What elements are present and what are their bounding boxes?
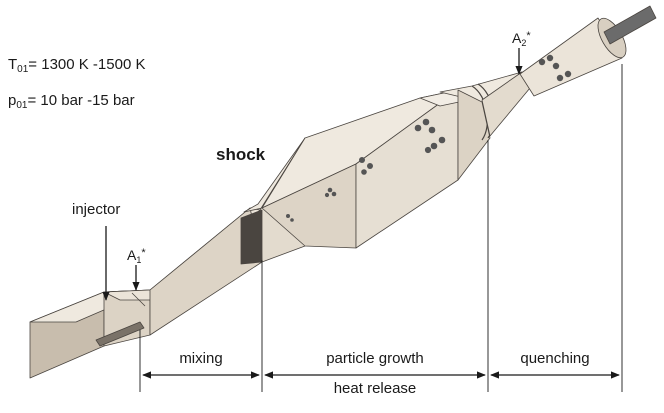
- zone-mixing-label: mixing: [179, 350, 222, 367]
- zone-growth-label: particle growth: [326, 350, 424, 367]
- reactor-body: [29, 5, 657, 379]
- zone-heat-release-label: heat release: [334, 380, 417, 397]
- temperature-condition: T01= 1300 K -1500 K: [8, 56, 146, 75]
- shock-label: shock: [216, 145, 266, 164]
- injector-slot: [95, 321, 145, 347]
- quench-probe: [603, 5, 657, 45]
- particles: [286, 54, 572, 222]
- throat2-label: A2*: [512, 30, 531, 48]
- throat1-label: A1*: [127, 247, 146, 265]
- zone-quenching-label: quenching: [520, 350, 589, 367]
- quench-taper-side: [457, 89, 491, 181]
- injector-label: injector: [72, 201, 120, 218]
- shock-plane: [240, 209, 263, 265]
- zone-boundaries: [139, 64, 623, 392]
- pressure-condition: p01= 10 bar -15 bar: [8, 92, 135, 111]
- outlet-cone: [519, 17, 623, 97]
